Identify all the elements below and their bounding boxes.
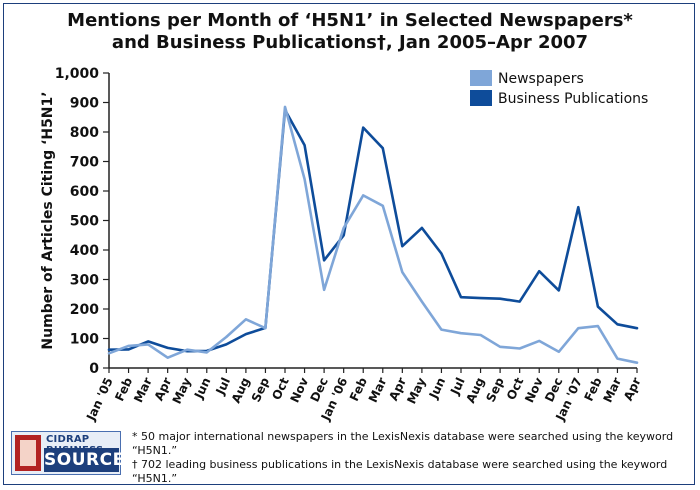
x-tick-label: Nov: [288, 375, 312, 405]
x-tick-label: Jun: [426, 375, 448, 401]
y-tick-label: 100: [70, 332, 99, 348]
y-tick-label: 400: [70, 243, 99, 259]
x-tick-label: Aug: [229, 375, 253, 405]
legend-swatch-business-publications: [470, 90, 492, 106]
x-tick-label: Nov: [522, 375, 546, 405]
chart-title-line-1: Mentions per Month of ‘H5N1’ in Selected…: [67, 10, 633, 31]
chart-frame: [3, 3, 695, 485]
x-tick-label: May: [404, 375, 428, 406]
footnotes: * 50 major international newspapers in t…: [132, 430, 700, 486]
series-line-business-publications: [107, 108, 639, 353]
footnote-newspapers: * 50 major international newspapers in t…: [132, 430, 674, 457]
chart-title-line-2: and Business Publications†, Jan 2005–Apr…: [111, 32, 589, 53]
x-tick-label: Sep: [249, 375, 273, 404]
x-tick-label: Apr: [621, 375, 644, 403]
y-tick-label: 500: [70, 214, 99, 230]
chart-title: Mentions per Month of ‘H5N1’ in Selected…: [0, 10, 700, 54]
cidrap-logo: CIDRAP BUSINESS SOURCE: [11, 431, 125, 475]
y-tick-label: 200: [70, 302, 99, 318]
x-tick-label: Mar: [131, 375, 155, 405]
x-tick-label: Sep: [483, 375, 507, 404]
x-tick-label: Jul: [213, 375, 233, 397]
y-tick-label: 600: [70, 184, 99, 200]
y-tick-label: 700: [70, 155, 99, 171]
footnote-business: † 702 leading business publications in t…: [132, 458, 668, 485]
series-line-newspapers: [107, 105, 639, 365]
x-tick-label: May: [170, 375, 194, 406]
logo-mark-icon: [15, 435, 41, 471]
x-tick-label: Jun: [191, 375, 213, 401]
y-tick-label: 900: [70, 96, 99, 112]
x-tick-label: Mar: [366, 375, 390, 405]
y-tick-label: 300: [70, 273, 99, 289]
legend-swatch-newspapers: [470, 70, 492, 86]
legend-label-newspapers: Newspapers: [498, 71, 584, 87]
x-tick-label: Jan '05: [83, 375, 115, 423]
y-tick-label: 0: [89, 361, 99, 377]
legend-label-business-publications: Business Publications: [498, 91, 648, 107]
y-tick-label: 1,000: [55, 66, 100, 82]
y-tick-label: 800: [70, 125, 99, 141]
x-tick-label: Aug: [463, 375, 487, 405]
x-tick-label: Mar: [601, 375, 625, 405]
logo-bottom-text: SOURCE: [44, 448, 125, 472]
y-axis-label: Number of Articles Citing ‘H5N1’: [40, 91, 56, 349]
x-tick-label: Jul: [447, 375, 467, 397]
